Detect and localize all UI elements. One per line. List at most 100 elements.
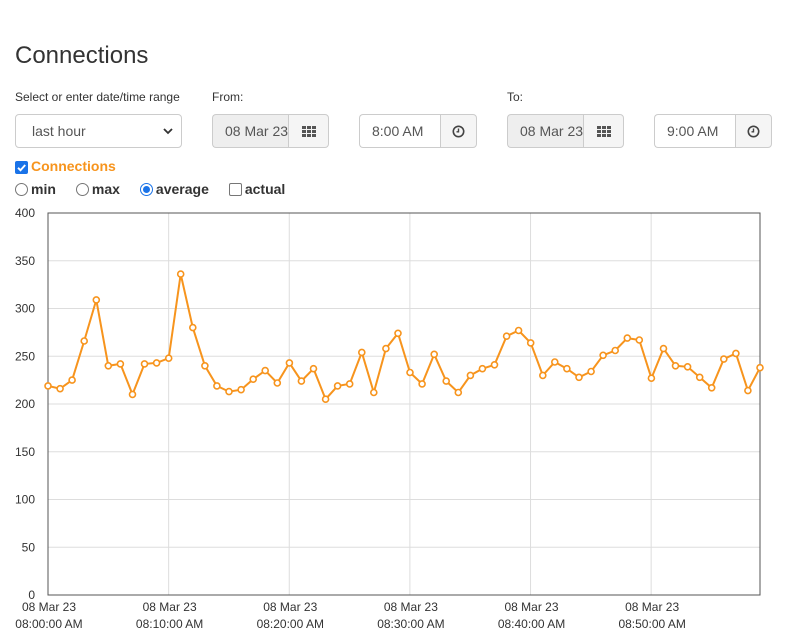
- mode-max-radio[interactable]: [75, 182, 89, 196]
- plot-border: [47, 212, 761, 596]
- connections-checkbox-label: Connections: [31, 158, 116, 174]
- range-label: Select or enter date/time range: [15, 90, 180, 104]
- chevron-down-icon: [163, 128, 173, 135]
- data-point[interactable]: [116, 360, 125, 368]
- data-point[interactable]: [44, 382, 52, 390]
- data-point[interactable]: [514, 326, 523, 335]
- data-point[interactable]: [611, 346, 620, 355]
- calendar-grid-icon: [301, 125, 316, 137]
- data-point[interactable]: [201, 362, 209, 370]
- data-point[interactable]: [152, 359, 161, 367]
- clock-icon: [747, 125, 760, 137]
- data-point[interactable]: [369, 388, 378, 397]
- y-tick-label: 350: [15, 254, 35, 268]
- mode-actual[interactable]: actual: [228, 181, 285, 197]
- from-date-picker-button[interactable]: [288, 114, 329, 148]
- data-point[interactable]: [249, 375, 257, 383]
- data-point[interactable]: [128, 390, 137, 399]
- to-date-group: 08 Mar 23: [507, 114, 624, 148]
- data-point[interactable]: [599, 351, 607, 360]
- data-point[interactable]: [104, 362, 113, 370]
- data-point[interactable]: [695, 373, 704, 382]
- data-point[interactable]: [273, 379, 282, 387]
- from-date-group: 08 Mar 23: [212, 114, 329, 148]
- mode-min-radio[interactable]: [15, 182, 28, 196]
- data-point[interactable]: [56, 384, 64, 393]
- data-point[interactable]: [189, 323, 197, 332]
- data-point[interactable]: [466, 371, 475, 380]
- data-point[interactable]: [406, 368, 414, 377]
- from-date-input[interactable]: 08 Mar 23: [212, 114, 288, 148]
- to-date-picker-button[interactable]: [583, 114, 624, 148]
- data-point[interactable]: [744, 386, 752, 395]
- clock-icon: [452, 125, 465, 137]
- data-point[interactable]: [623, 334, 632, 342]
- data-point[interactable]: [321, 395, 330, 403]
- data-point[interactable]: [563, 364, 571, 373]
- x-tick-label: 08 Mar 23 08:30:00 AM: [377, 600, 444, 631]
- connections-checkbox[interactable]: [15, 161, 28, 174]
- mode-max[interactable]: max: [75, 181, 120, 197]
- x-tick-label: 08 Mar 23 08:00:00 AM: [15, 600, 82, 631]
- data-point[interactable]: [357, 348, 366, 357]
- data-point[interactable]: [164, 354, 173, 362]
- to-date-input[interactable]: 08 Mar 23: [507, 114, 583, 148]
- data-point[interactable]: [80, 337, 88, 345]
- data-point[interactable]: [635, 336, 644, 344]
- data-point[interactable]: [176, 270, 185, 278]
- data-point[interactable]: [213, 382, 221, 390]
- y-tick-label: 100: [15, 493, 35, 507]
- to-time-group: 9:00 AM: [654, 114, 772, 148]
- data-point[interactable]: [309, 364, 318, 373]
- data-point[interactable]: [659, 344, 668, 353]
- data-point[interactable]: [719, 355, 728, 363]
- from-time-picker-button[interactable]: [440, 114, 477, 148]
- data-point[interactable]: [671, 362, 680, 370]
- data-point[interactable]: [647, 374, 656, 382]
- mode-average-radio[interactable]: [139, 182, 153, 196]
- data-point[interactable]: [478, 364, 487, 373]
- data-point[interactable]: [430, 350, 439, 359]
- data-point[interactable]: [683, 363, 692, 371]
- to-time-input[interactable]: 9:00 AM: [654, 114, 735, 148]
- data-point[interactable]: [587, 367, 595, 376]
- data-point[interactable]: [442, 377, 451, 385]
- data-point[interactable]: [707, 384, 716, 392]
- data-point[interactable]: [526, 339, 535, 347]
- data-point[interactable]: [732, 349, 740, 358]
- mode-actual-checkbox[interactable]: [228, 182, 242, 196]
- data-point[interactable]: [68, 376, 76, 384]
- x-tick-label: 08 Mar 23 08:40:00 AM: [498, 600, 565, 631]
- data-point[interactable]: [575, 373, 583, 382]
- data-point[interactable]: [237, 385, 245, 394]
- y-tick-label: 400: [15, 206, 35, 220]
- data-point[interactable]: [261, 366, 270, 375]
- data-point[interactable]: [490, 361, 499, 369]
- data-point[interactable]: [502, 332, 511, 340]
- data-point[interactable]: [333, 382, 342, 390]
- data-point[interactable]: [382, 344, 390, 353]
- data-point[interactable]: [550, 358, 559, 366]
- data-point[interactable]: [345, 380, 354, 388]
- data-point[interactable]: [394, 329, 402, 338]
- x-tick-label: 08 Mar 23 08:50:00 AM: [618, 600, 685, 631]
- data-point[interactable]: [285, 359, 294, 367]
- data-point[interactable]: [225, 387, 233, 396]
- data-point[interactable]: [538, 371, 547, 380]
- data-point[interactable]: [297, 377, 306, 385]
- range-select[interactable]: last hour: [15, 114, 182, 148]
- mode-min-label: min: [31, 181, 56, 197]
- data-point[interactable]: [454, 388, 463, 397]
- mode-average[interactable]: average: [139, 181, 209, 197]
- data-point[interactable]: [140, 360, 149, 368]
- data-point[interactable]: [756, 363, 764, 372]
- from-time-input[interactable]: 8:00 AM: [359, 114, 440, 148]
- connections-toggle[interactable]: Connections: [15, 158, 116, 174]
- mode-min[interactable]: min: [15, 181, 56, 197]
- data-point[interactable]: [92, 296, 101, 304]
- y-tick-label: 0: [28, 588, 35, 602]
- data-point[interactable]: [418, 380, 426, 388]
- from-time-group: 8:00 AM: [359, 114, 477, 148]
- to-time-picker-button[interactable]: [735, 114, 772, 148]
- y-tick-label: 300: [15, 302, 35, 316]
